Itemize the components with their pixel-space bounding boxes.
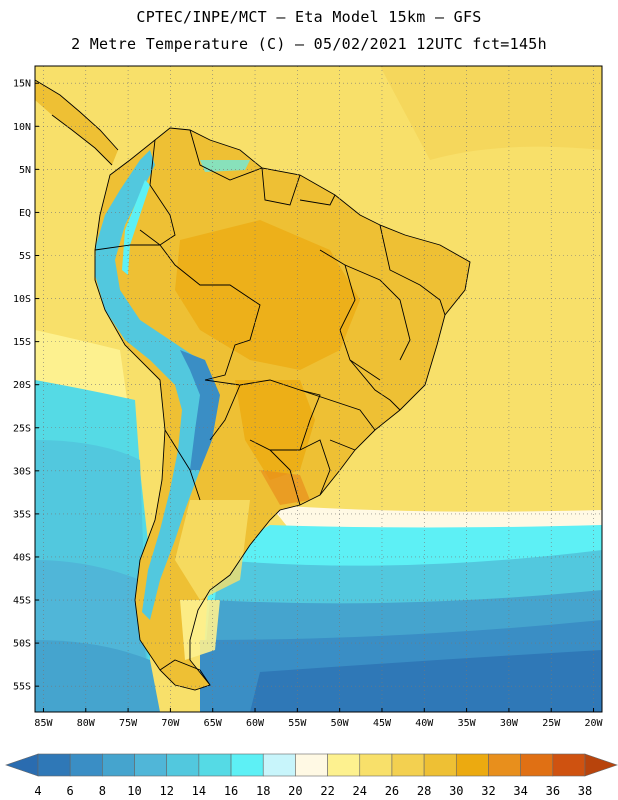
colorbar-swatch — [455, 753, 489, 777]
latitude-label: 20S — [13, 380, 31, 391]
longitude-label: 45W — [373, 718, 392, 729]
latitude-label: 5S — [19, 251, 31, 262]
map-title-line-1: CPTEC/INPE/MCT – Eta Model 15km – GFS — [136, 8, 482, 26]
graticule — [35, 66, 602, 712]
latitude-label: 55S — [13, 682, 31, 693]
colorbar-label: 34 — [513, 784, 527, 798]
latitude-label: 50S — [13, 639, 31, 650]
colorbar-swatch — [552, 753, 586, 777]
longitude-label: 60W — [246, 718, 265, 729]
colorbar-label: 38 — [578, 784, 592, 798]
colorbar-swatch — [327, 753, 361, 777]
longitude-label: 55W — [288, 718, 307, 729]
latitude-label: 5N — [19, 165, 31, 176]
longitude-label: 20W — [585, 718, 604, 729]
latitude-label: 35S — [13, 509, 31, 520]
colorbar-swatch — [134, 753, 168, 777]
colorbar-label: 8 — [99, 784, 106, 798]
map-frame — [34, 65, 603, 713]
atlantic-coldest — [250, 650, 602, 712]
colorbar-swatch — [166, 753, 200, 777]
colorbar-label: 12 — [159, 784, 173, 798]
colorbar-swatch — [359, 753, 393, 777]
colorbar-label: 32 — [481, 784, 495, 798]
latitude-label: 30S — [13, 466, 31, 477]
latitude-labels: 15N 10N 5N EQ 5S 10S 15S 20S 25S 30S 35S 40S 45S 50S 5… — [13, 79, 39, 693]
colorbar-low-cap — [5, 753, 39, 777]
colorbar-swatch — [423, 753, 457, 777]
latitude-label: 15S — [13, 337, 31, 348]
map-field — [35, 66, 602, 712]
colorbar: 4 6 8 10 12 14 16 18 20 22 24 26 28 30 32 34 36 38 — [5, 753, 618, 798]
longitude-label: 35W — [458, 718, 477, 729]
colorbar-swatch — [230, 753, 264, 777]
latitude-label: 10N — [13, 122, 31, 133]
colorbar-label: 22 — [320, 784, 334, 798]
amazon-hot-zone — [175, 220, 360, 370]
longitude-label: 30W — [500, 718, 519, 729]
colorbar-label: 10 — [127, 784, 141, 798]
colorbar-swatch — [520, 753, 554, 777]
longitude-label: 25W — [542, 718, 561, 729]
colorbar-swatch — [198, 753, 232, 777]
colorbar-swatch — [262, 753, 296, 777]
colorbar-swatch — [37, 753, 71, 777]
longitude-label: 65W — [204, 718, 223, 729]
colorbar-label: 14 — [192, 784, 206, 798]
map-title-line-2: 2 Metre Temperature (C) – 05/02/2021 12U… — [71, 35, 547, 53]
latitude-label: 25S — [13, 423, 31, 434]
colorbar-label: 16 — [224, 784, 238, 798]
country-borders — [35, 79, 471, 691]
colorbar-label: 4 — [34, 784, 41, 798]
colorbar-label: 26 — [385, 784, 399, 798]
pacific-colder — [35, 640, 160, 712]
colorbar-swatch — [102, 753, 135, 777]
latitude-label: 45S — [13, 596, 31, 607]
colorbar-swatch — [488, 753, 521, 777]
colorbar-label: 28 — [417, 784, 431, 798]
longitude-label: 50W — [331, 718, 350, 729]
colorbar-label: 24 — [353, 784, 367, 798]
colorbar-label: 36 — [546, 784, 560, 798]
longitude-label: 80W — [77, 718, 96, 729]
andes-cold-ridge — [95, 150, 215, 620]
latitude-label: 15N — [13, 79, 31, 90]
colorbar-label: 6 — [67, 784, 74, 798]
atlantic-transition — [270, 505, 602, 533]
latitude-label: EQ — [19, 208, 31, 219]
colorbar-swatch — [295, 753, 328, 777]
colorbar-label: 18 — [256, 784, 270, 798]
latitude-label: 40S — [13, 552, 31, 563]
longitude-label: 75W — [119, 718, 138, 729]
longitude-label: 40W — [415, 718, 434, 729]
longitude-label: 85W — [34, 718, 53, 729]
central-america-land — [35, 80, 118, 165]
colorbar-swatch — [69, 753, 103, 777]
longitude-label: 70W — [161, 718, 180, 729]
andes-north-cold — [122, 180, 150, 275]
colorbar-high-cap — [584, 753, 618, 777]
colorbar-label: 20 — [288, 784, 302, 798]
latitude-label: 10S — [13, 294, 31, 305]
colorbar-label: 30 — [449, 784, 463, 798]
colorbar-swatch — [391, 753, 425, 777]
ocean-north-warm — [35, 66, 602, 160]
longitude-labels: 85W 80W 75W 70W 65W 60W 55W 50W 45W 40W 35W 30W 25W 2… — [34, 708, 604, 729]
